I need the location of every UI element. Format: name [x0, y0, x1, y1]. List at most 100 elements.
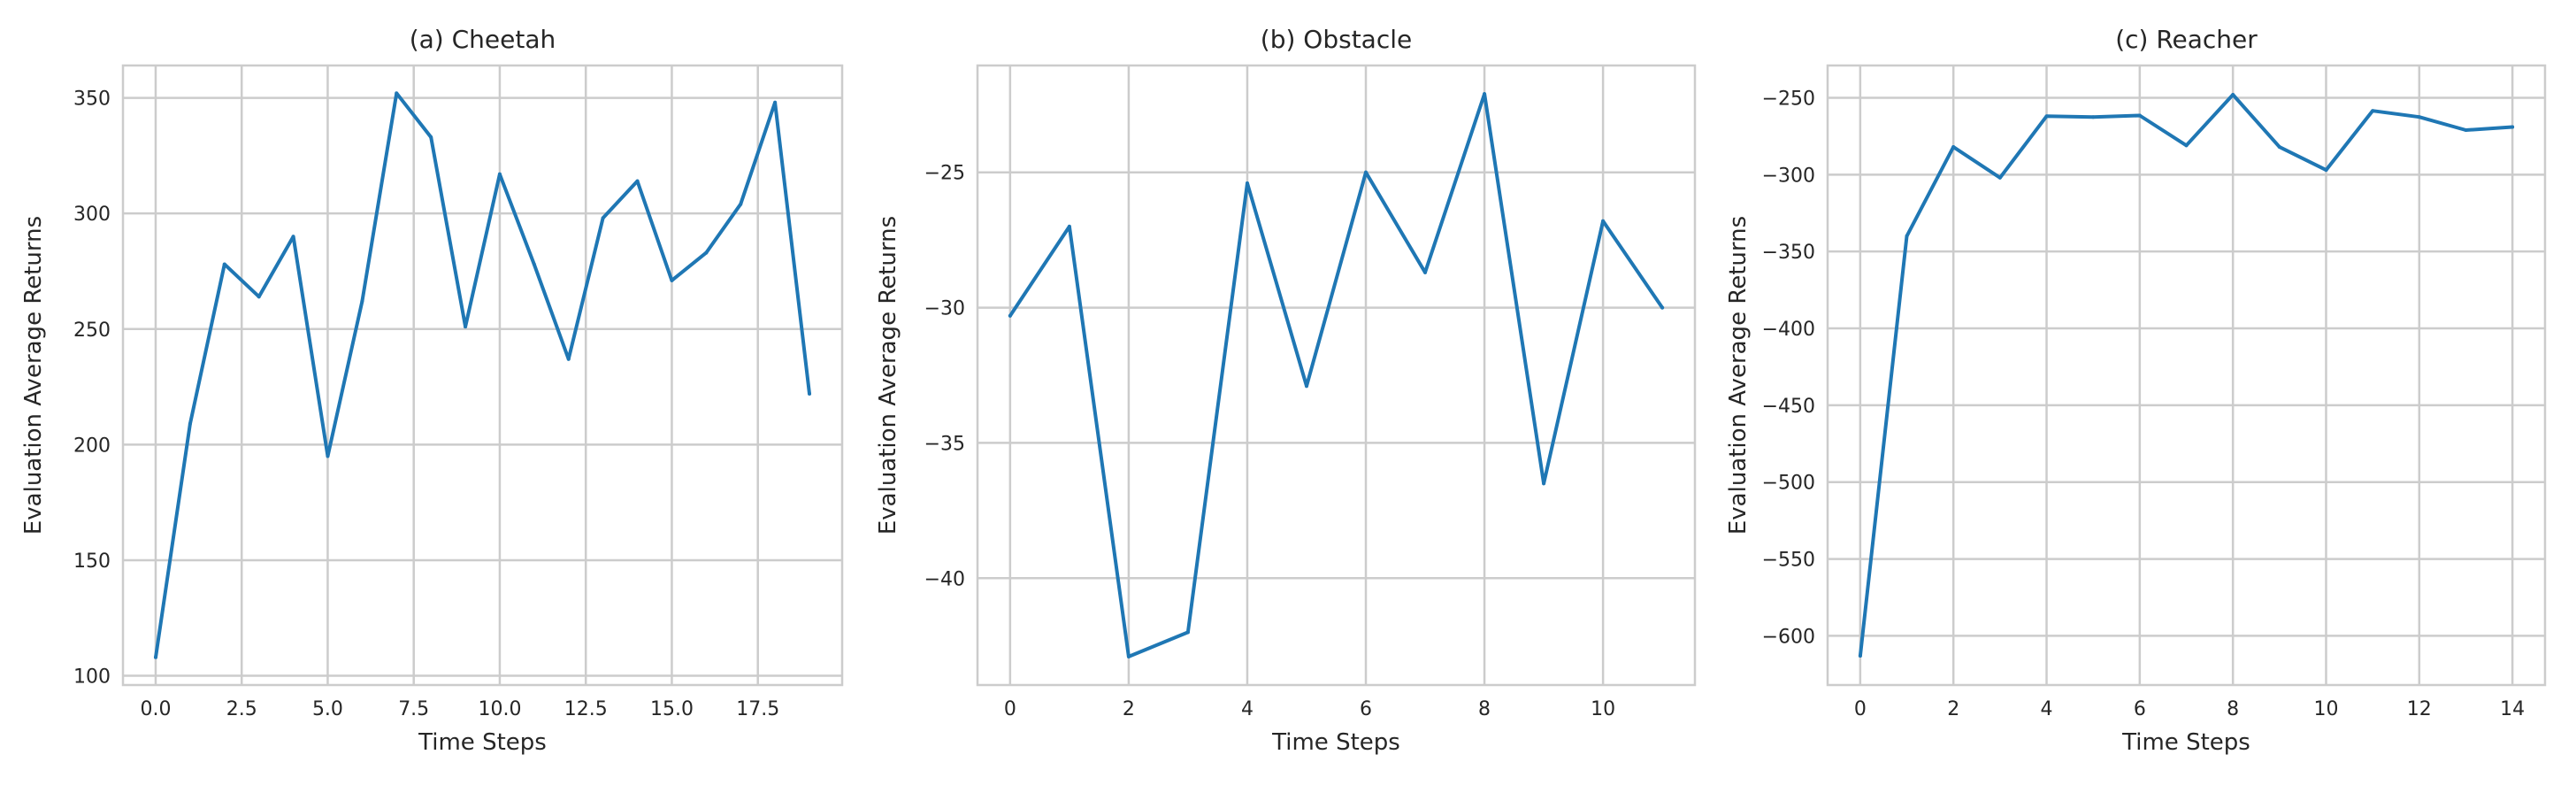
data-point [2044, 114, 2049, 119]
data-point [1483, 92, 1487, 96]
data-point [326, 454, 330, 458]
y-tick-label: 300 [73, 204, 111, 226]
chart-title: (a) Cheetah [410, 25, 556, 54]
x-tick-label: 8 [2227, 698, 2239, 720]
x-tick-label: 4 [2041, 698, 2053, 720]
y-tick-label: −40 [924, 568, 965, 590]
x-tick-label: 10 [1591, 698, 1615, 720]
x-tick-label: 2.5 [226, 698, 257, 720]
data-point [2371, 109, 2375, 113]
data-point [1423, 270, 1428, 274]
x-tick-label: 5.0 [312, 698, 343, 720]
data-point [1067, 224, 1071, 228]
x-tick-label: 10.0 [478, 698, 521, 720]
x-tick-label: 2 [1123, 698, 1135, 720]
data-point [464, 325, 468, 329]
data-point [2137, 113, 2142, 118]
data-point [773, 100, 778, 104]
data-point [2417, 115, 2421, 119]
data-point [1905, 234, 1909, 238]
data-point [704, 250, 709, 255]
data-point [1126, 654, 1131, 658]
y-tick-label: 200 [73, 435, 111, 457]
data-point [1601, 219, 1606, 223]
y-tick-label: 100 [73, 666, 111, 689]
y-tick-label: −550 [1762, 550, 1815, 572]
chart-title: (c) Reacher [2115, 25, 2258, 54]
data-point [153, 655, 157, 659]
data-point [1008, 313, 1012, 318]
data-point [360, 299, 364, 304]
y-tick-label: 250 [73, 320, 111, 342]
data-point [566, 357, 571, 361]
data-point [2277, 145, 2281, 150]
x-tick-label: 0 [1854, 698, 1867, 720]
data-point [532, 262, 536, 266]
plot-area [976, 64, 1697, 687]
y-tick-label: −600 [1762, 626, 1815, 648]
chart-title: (b) Obstacle [1261, 25, 1412, 54]
data-point [1951, 145, 1956, 150]
data-point [1542, 481, 1546, 486]
y-axis-label: Evaluation Average Returns [20, 216, 47, 535]
data-point [395, 91, 399, 96]
x-tick-label: 15.0 [650, 698, 694, 720]
y-tick-label: −25 [924, 163, 965, 185]
data-point [1304, 384, 1308, 389]
x-tick-label: 2 [1947, 698, 1959, 720]
data-point [2511, 125, 2515, 129]
x-tick-label: 10 [2313, 698, 2338, 720]
series-line [1008, 92, 1665, 658]
x-tick-label: 7.5 [398, 698, 429, 720]
x-tick-label: 0.0 [140, 698, 171, 720]
x-tick-label: 6 [1360, 698, 1372, 720]
x-axis-label: Time Steps [418, 729, 547, 756]
x-axis-label: Time Steps [1271, 729, 1400, 756]
data-point [808, 391, 812, 396]
y-tick-label: −35 [924, 433, 965, 455]
chart-panel-3: 0 2 4 6 8 10 12 14 −600 −550 −500 −450 −400 −350 −300 −… [1725, 25, 2547, 756]
data-point [1245, 181, 1249, 185]
data-point [670, 278, 674, 282]
x-tick-label: 12 [2407, 698, 2432, 720]
y-tick-label: −300 [1762, 165, 1815, 187]
chart-panel-2: 0 2 4 6 8 10 −40 −35 −30 −25 (b) Obstacle Time Step… [875, 25, 1697, 756]
data-point [601, 216, 605, 220]
data-point [635, 179, 640, 183]
series-line [154, 91, 811, 659]
data-point [291, 235, 295, 239]
data-point [188, 421, 192, 426]
x-tick-label: 6 [2134, 698, 2146, 720]
chart-panel-1: 0.0 2.5 5.0 7.5 10.0 12.5 15.0 17.5 100 150 200 250… [20, 25, 844, 756]
y-tick-label: −250 [1762, 88, 1815, 110]
data-point [1185, 630, 1190, 635]
y-tick-label: −350 [1762, 242, 1815, 264]
x-tick-label: 17.5 [736, 698, 779, 720]
data-point [1858, 653, 1862, 658]
x-tick-label: 14 [2500, 698, 2525, 720]
y-tick-label: 350 [73, 89, 111, 111]
x-tick-label: 12.5 [564, 698, 608, 720]
data-point [2464, 127, 2468, 132]
data-point [222, 262, 226, 266]
y-tick-label: −400 [1762, 319, 1815, 341]
data-point [429, 135, 433, 139]
y-tick-label: −450 [1762, 396, 1815, 418]
data-point [257, 295, 261, 299]
y-axis-label: Evaluation Average Returns [875, 216, 901, 535]
x-axis-label: Time Steps [2121, 729, 2250, 756]
data-point [2231, 93, 2235, 97]
y-tick-label: 150 [73, 550, 111, 573]
data-point [1364, 170, 1368, 174]
x-tick-label: 0 [1004, 698, 1016, 720]
y-tick-label: −500 [1762, 473, 1815, 495]
data-point [497, 172, 502, 176]
data-point [1997, 175, 2002, 180]
data-point [739, 202, 743, 206]
y-tick-label: −30 [924, 298, 965, 320]
x-tick-label: 8 [1478, 698, 1491, 720]
data-point [2091, 115, 2096, 119]
x-tick-label: 4 [1241, 698, 1254, 720]
y-axis-label: Evaluation Average Returns [1725, 216, 1752, 535]
